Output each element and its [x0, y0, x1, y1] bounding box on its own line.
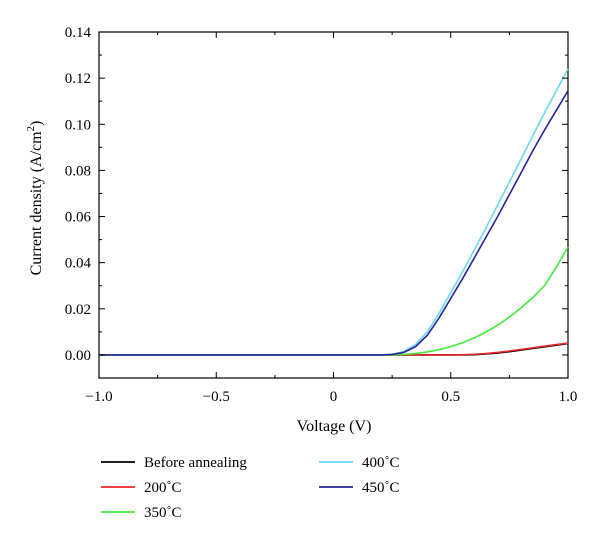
y-tick-label: 0.02	[65, 302, 91, 318]
series-line-1	[99, 342, 569, 356]
legend-label-4: 450˚C	[362, 480, 400, 496]
y-tick-label: 0.08	[65, 163, 91, 179]
legend: Before annealing 200˚C 350˚C 400˚C 450˚C	[101, 455, 400, 521]
y-axis-title: Current density (A/cm2)	[25, 121, 45, 276]
y-tick-label: 0.14	[65, 25, 92, 41]
series-line-4	[99, 90, 569, 356]
y-tick-label: 0.04	[65, 256, 92, 272]
x-tick-label: 0	[330, 389, 338, 405]
y-tick-label: 0.10	[65, 117, 91, 133]
x-tick-label: 0.5	[441, 389, 460, 405]
x-tick-label: 1.0	[559, 389, 578, 405]
y-axis-ticks: 0.00 0.02 0.04 0.06 0.08 0.10 0.12 0.14	[65, 25, 568, 379]
x-tick-label: −1.0	[85, 389, 112, 405]
y-tick-label: 0.00	[65, 348, 91, 364]
series-line-3	[99, 68, 569, 356]
y-tick-label: 0.12	[65, 71, 91, 87]
series-line-2	[99, 246, 569, 356]
x-tick-label: −0.5	[203, 389, 230, 405]
x-axis-title: Voltage (V)	[297, 418, 372, 435]
x-axis-ticks: −1.0 −0.5 0 0.5 1.0	[85, 32, 577, 405]
legend-label-2: 350˚C	[144, 505, 182, 521]
legend-label-3: 400˚C	[362, 455, 400, 471]
series-line-0	[99, 342, 569, 356]
legend-label-0: Before annealing	[144, 455, 247, 471]
series-lines	[99, 68, 569, 356]
y-tick-label: 0.06	[65, 210, 92, 226]
legend-label-1: 200˚C	[144, 480, 182, 496]
